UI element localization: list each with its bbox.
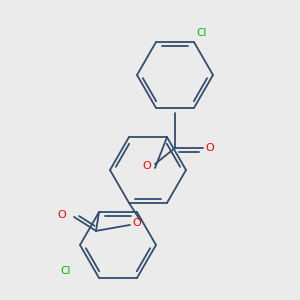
- Text: O: O: [142, 161, 152, 171]
- Text: O: O: [132, 218, 141, 228]
- Text: Cl: Cl: [196, 28, 206, 38]
- Text: O: O: [58, 210, 66, 220]
- Text: O: O: [205, 143, 214, 153]
- Text: Cl: Cl: [61, 266, 71, 276]
